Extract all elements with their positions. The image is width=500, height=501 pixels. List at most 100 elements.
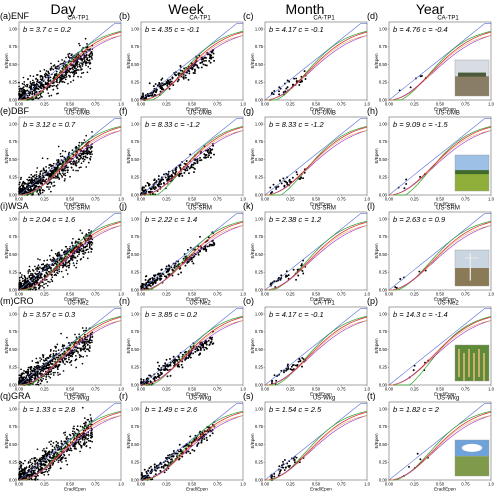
data-point <box>51 273 53 276</box>
x-tick-label: 0.00 <box>137 197 146 202</box>
data-point <box>50 440 53 443</box>
fit-params: b = 8.33 c = -1.2 <box>145 120 200 129</box>
data-point <box>81 63 84 66</box>
data-point <box>79 65 82 67</box>
x-tick-label: 0.75 <box>91 387 100 392</box>
data-point <box>91 440 94 443</box>
data-point <box>55 274 58 277</box>
data-point <box>86 343 89 346</box>
data-point <box>29 378 31 381</box>
data-point <box>199 159 201 162</box>
y-tick-label: 0.50 <box>255 62 264 67</box>
data-point <box>211 50 214 53</box>
y-axis-label: E/Epen <box>126 243 131 259</box>
data-point <box>172 171 175 174</box>
data-point <box>75 72 78 74</box>
data-point <box>37 258 39 260</box>
data-point <box>82 61 85 64</box>
data-point <box>26 372 29 375</box>
data-point <box>64 169 66 172</box>
data-point <box>203 59 205 62</box>
data-point <box>162 368 165 371</box>
data-point <box>46 471 49 473</box>
data-point <box>30 83 33 86</box>
data-point <box>31 82 34 84</box>
data-point <box>77 352 79 354</box>
data-point <box>59 354 61 357</box>
data-point <box>196 160 199 163</box>
data-point <box>18 89 21 92</box>
plot-frame <box>140 21 244 101</box>
data-point <box>18 281 21 283</box>
data-point <box>64 174 67 177</box>
data-point <box>41 179 44 181</box>
data-point <box>91 131 93 133</box>
data-point <box>33 373 36 376</box>
data-point <box>82 160 85 163</box>
data-point <box>83 139 86 141</box>
data-point <box>28 275 31 278</box>
data-point <box>83 341 86 344</box>
data-point <box>212 144 214 147</box>
data-point <box>60 163 63 165</box>
data-point <box>55 74 57 77</box>
x-axis-label: Erad/Epen <box>310 107 332 112</box>
data-point <box>83 150 86 152</box>
fit-params: b = 2.22 c = 1.4 <box>145 215 197 224</box>
stalk <box>458 349 460 377</box>
data-point <box>82 252 84 255</box>
data-point <box>302 177 305 180</box>
one-to-one-line <box>264 118 367 196</box>
data-point <box>37 268 40 270</box>
data-point <box>166 179 169 182</box>
data-point <box>70 166 73 169</box>
data-point <box>292 268 295 271</box>
data-point <box>19 473 22 476</box>
data-point <box>171 175 174 178</box>
data-point <box>64 263 66 266</box>
x-tick-label: 0.25 <box>410 102 419 107</box>
data-point <box>46 259 49 261</box>
data-point <box>287 277 290 280</box>
x-tick-label: 0.50 <box>312 292 321 297</box>
data-point <box>27 272 30 274</box>
data-point <box>31 457 33 460</box>
data-point <box>26 285 28 288</box>
data-point <box>91 58 93 60</box>
data-point <box>24 85 27 87</box>
data-point <box>54 175 57 177</box>
data-point <box>173 266 176 269</box>
data-point <box>42 87 45 89</box>
data-point <box>20 461 23 464</box>
x-tick-label: 1.0 <box>240 197 246 202</box>
y-tick-label: 0.00 <box>379 192 388 197</box>
data-point <box>31 79 34 82</box>
fit-params: b = 3.85 c = 0.2 <box>145 310 198 319</box>
data-point <box>175 170 178 173</box>
data-point <box>172 355 175 358</box>
panel-c: 0.00 0.25 0.50 0.75 1.00.000.250.500.751.00E… <box>243 11 371 112</box>
data-point <box>18 286 21 288</box>
data-point <box>35 82 38 85</box>
data-point <box>42 356 45 359</box>
y-tick-label: 1.00 <box>9 216 18 221</box>
x-axis-label: Erad/Epen <box>186 202 208 207</box>
data-point <box>187 260 190 263</box>
stalk <box>483 353 485 381</box>
y-axis-label: E/Epen <box>126 338 131 354</box>
data-point <box>141 187 144 190</box>
data-point <box>48 453 50 455</box>
data-point <box>44 75 46 78</box>
data-point <box>298 84 301 86</box>
y-tick-label: 1.00 <box>131 216 140 221</box>
data-point <box>171 169 174 172</box>
data-point <box>164 83 167 86</box>
data-point <box>89 446 91 449</box>
data-point <box>43 189 45 192</box>
data-point <box>54 451 57 454</box>
data-point <box>57 356 60 359</box>
data-point <box>59 63 62 66</box>
data-point <box>68 342 70 344</box>
data-point <box>41 369 43 371</box>
data-point <box>55 80 58 83</box>
